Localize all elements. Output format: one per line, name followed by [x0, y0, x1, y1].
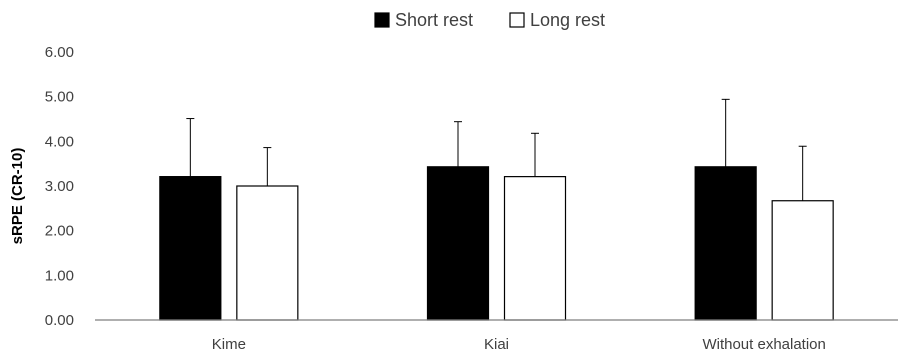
bar	[236, 185, 299, 321]
legend-label: Short rest	[395, 10, 473, 30]
x-axis: Kime Kiai Without exhalation	[95, 319, 898, 353]
legend-swatch	[374, 12, 390, 28]
bar	[503, 176, 567, 321]
y-tick-label: 1.00	[45, 267, 74, 284]
bar	[694, 166, 757, 321]
y-tick-label: 5.00	[45, 89, 74, 106]
bar	[426, 166, 490, 321]
legend: Short rest Long rest	[374, 10, 605, 30]
y-axis: 0.00 1.00 2.00 3.00 4.00 5.00 6.00 sRPE (CR-10)	[9, 44, 74, 329]
y-tick-label: 3.00	[45, 178, 74, 195]
x-tick-label: Without exhalation	[702, 336, 825, 353]
y-tick-label: 4.00	[45, 133, 74, 150]
bars	[159, 98, 834, 321]
x-tick-label: Kime	[212, 336, 246, 353]
y-axis-title: sRPE (CR-10)	[9, 148, 26, 245]
bar	[159, 176, 222, 321]
y-tick-label: 2.00	[45, 223, 74, 240]
legend-label: Long rest	[530, 10, 605, 30]
legend-swatch	[509, 12, 525, 28]
x-tick-label: Kiai	[484, 336, 509, 353]
y-tick-label: 6.00	[45, 44, 74, 61]
bar	[771, 200, 834, 321]
y-tick-label: 0.00	[45, 312, 74, 329]
